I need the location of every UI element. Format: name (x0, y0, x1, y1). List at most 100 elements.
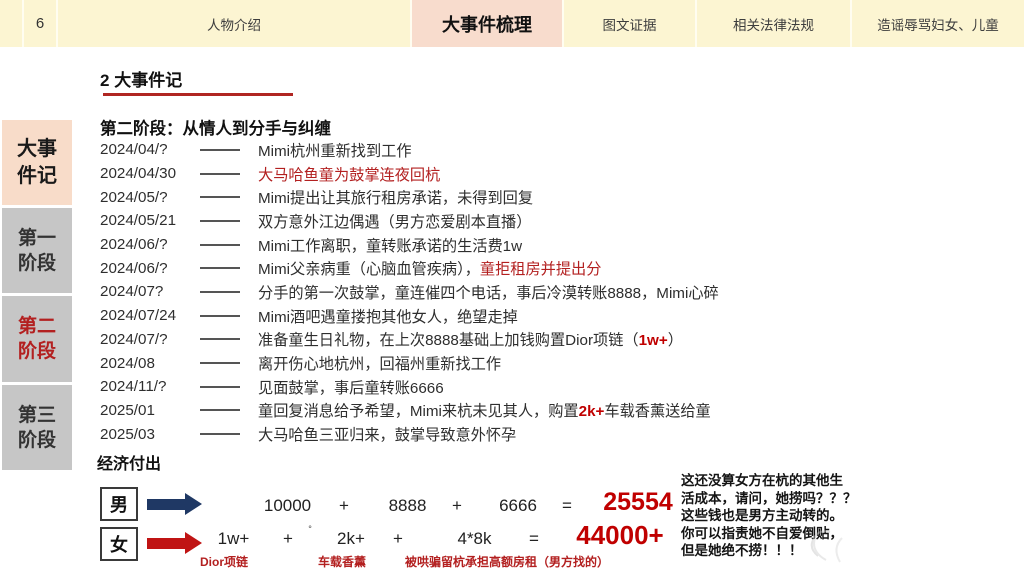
tab-5[interactable]: 造谣辱骂妇女、儿童 (850, 0, 1024, 47)
timeline-connector (200, 243, 240, 246)
note-line: 这些钱也是男方主动转的。 (681, 508, 843, 524)
top-tab-bar-tabs: 人物介绍 大事件梳理 图文证据 相关法律法规 造谣辱骂妇女、儿童 (58, 0, 1024, 47)
sidebar-item-line: 阶段 (17, 341, 56, 362)
female-term-3: 4*8k (457, 529, 492, 548)
timeline-event-segment: Mimi工作离职，童转账承诺的生活费1w (258, 237, 523, 255)
male-term-2: 8888 (388, 496, 427, 515)
timeline-row: 2024/06/? Mimi父亲病重（心脑血管疾病），童拒租房并提出分 (100, 256, 1020, 280)
timeline-connector (200, 385, 240, 388)
timeline-event-segment: 童回复消息给予希望，Mimi来杭未见其人，购置 (258, 403, 579, 421)
female-arrow-icon (147, 532, 203, 555)
note-line: 这还没算女方在杭的其他生 (681, 473, 843, 488)
timeline-row: 2024/08 离开伤心地杭州，回福州重新找工作 (100, 351, 1020, 375)
timeline-event-segment: 双方意外江边偶遇（男方恋爱剧本直播） (258, 213, 532, 231)
female-term-1: 1w+ (217, 529, 250, 548)
section-title: 2 大事件记 (100, 66, 182, 91)
timeline-event-text: 分手的第一次鼓掌，童连催四个电话，事后冷漠转账8888，Mimi心碎 (258, 281, 719, 303)
female-label-box: 女 (100, 527, 138, 561)
timeline-connector (200, 196, 240, 199)
note-line: 你可以指责她不自爱倒贴， (681, 525, 843, 541)
tab-3[interactable]: 图文证据 (562, 0, 695, 47)
male-arrow-icon (147, 493, 203, 516)
plus-sign: + (393, 529, 403, 548)
male-arrow-shaft (147, 499, 185, 510)
timeline-event-segment: ） (667, 332, 683, 350)
timeline-event-segment: 2k+ (578, 403, 605, 421)
tab-1[interactable]: 人物介绍 (207, 17, 261, 33)
sidebar-item-line: 第二 (17, 316, 56, 337)
commentary-note: 这还没算女方在杭的其他生 活成本，请问，她捞吗？？？ 这些钱也是男方主动转的。 … (681, 472, 857, 560)
timeline-date: 2024/06/? (100, 236, 168, 254)
timeline-date: 2024/07/24 (100, 307, 177, 325)
plus-sign: + (283, 529, 293, 548)
sidebar-item-1[interactable]: 大事 件记 (2, 120, 72, 205)
female-term-label-1: Dior项链 (200, 555, 249, 569)
timeline-event-segment: Mimi酒吧遇童搂抱其他女人，绝望走掉 (258, 308, 518, 326)
section-number: 2 (100, 71, 110, 90)
timeline-event-segment: Mimi杭州重新找到工作 (258, 142, 412, 160)
female-arrow-head (185, 532, 202, 554)
timeline: 2024/04/? Mimi杭州重新找到工作 2024/04/30 大马哈鱼童为鼓掌连… (100, 138, 1020, 446)
timeline-event-segment: 准备童生日礼物，在上次8888基础上加钱购置Dior项链（ (258, 332, 639, 350)
timeline-date: 2024/04/30 (100, 165, 177, 183)
timeline-event-text: Mimi酒吧遇童搂抱其他女人，绝望走掉 (258, 305, 518, 327)
sidebar-item-line: 第三 (17, 404, 56, 426)
timeline-connector (200, 290, 240, 293)
section-title-underline (103, 93, 293, 96)
timeline-date: 2024/04/? (100, 141, 168, 159)
page-number: 6 (22, 0, 58, 47)
degree-mark: ° (308, 524, 312, 534)
male-term-3: 6666 (499, 496, 537, 515)
timeline-event-segment: 大马哈鱼童为鼓掌连夜回杭 (258, 166, 441, 184)
timeline-row: 2025/01 童回复消息给予希望，Mimi来杭未见其人，购置2k+车载香薰送给童 (100, 399, 1020, 423)
timeline-connector (200, 148, 240, 151)
timeline-event-segment: 1w+ (638, 332, 668, 350)
timeline-event-segment: 童拒租房并提出分 (479, 261, 602, 279)
sidebar-item-2[interactable]: 第一 阶段 (2, 208, 72, 293)
female-term-label-3: 被哄骗留杭承担高额房租（男方找的） (405, 555, 610, 569)
sidebar-item-4[interactable]: 第三 阶段 (2, 385, 72, 470)
female-term-2: 2k+ (337, 529, 365, 548)
tab-4[interactable]: 相关法律法规 (695, 0, 850, 47)
timeline-event-text: 大马哈鱼三亚归来，鼓掌导致意外怀孕 (258, 423, 516, 445)
timeline-event-text: Mimi提出让其旅行租房承诺，未得到回复 (258, 186, 533, 208)
male-term-1: 10000 (263, 496, 312, 515)
timeline-row: 2024/06/? Mimi工作离职，童转账承诺的生活费1w (100, 233, 1020, 257)
timeline-event-text: 双方意外江边偶遇（男方恋爱剧本直播） (258, 210, 531, 232)
timeline-row: 2024/04/30 大马哈鱼童为鼓掌连夜回杭 (100, 162, 1020, 186)
timeline-event-segment: Mimi父亲病重（心脑血管疾病）， (258, 261, 480, 279)
timeline-event-segment: 见面鼓掌，事后童转账6666 (258, 379, 444, 397)
female-arrow-shaft (147, 538, 185, 549)
timeline-row: 2024/07? 分手的第一次鼓掌，童连催四个电话，事后冷漠转账8888，Mimi… (100, 280, 1020, 304)
timeline-date: 2024/11/? (100, 378, 167, 396)
timeline-event-text: 大马哈鱼童为鼓掌连夜回杭 (258, 163, 440, 185)
timeline-date: 2024/06/? (100, 259, 168, 277)
equals-sign: = (562, 496, 572, 515)
sidebar-item-3[interactable]: 第二 阶段 (2, 296, 72, 382)
timeline-event-segment: 离开伤心地杭州，回福州重新找工作 (258, 356, 501, 374)
tab-2[interactable]: 大事件梳理 (410, 0, 562, 47)
timeline-connector (200, 219, 240, 222)
timeline-event-segment: Mimi提出让其旅行租房承诺，未得到回复 (258, 190, 534, 208)
note-line: 但是她绝不捞！！！ (681, 543, 803, 559)
timeline-row: 2025/03 大马哈鱼三亚归来，鼓掌导致意外怀孕 (100, 422, 1020, 446)
timeline-row: 2024/05/? Mimi提出让其旅行租房承诺，未得到回复 (100, 185, 1020, 209)
timeline-event-text: 准备童生日礼物，在上次8888基础上加钱购置Dior项链（1w+） (258, 328, 683, 350)
sidebar-item-line: 阶段 (17, 429, 56, 451)
timeline-event-text: Mimi杭州重新找到工作 (258, 139, 412, 161)
economy-heading: 经济付出 (97, 456, 162, 473)
timeline-event-segment: 大马哈鱼三亚归来，鼓掌导致意外怀孕 (258, 427, 517, 445)
male-label-box: 男 (100, 487, 138, 521)
sidebar-item-line: 第一 (17, 227, 56, 249)
timeline-date: 2025/03 (100, 425, 155, 443)
timeline-row: 2024/07/24 Mimi酒吧遇童搂抱其他女人，绝望走掉 (100, 304, 1020, 328)
equals-sign: = (529, 529, 539, 548)
timeline-connector (200, 314, 240, 317)
note-line: 活成本，请问，她捞吗？？？ (681, 490, 857, 506)
section-title-text: 大事件记 (114, 71, 183, 90)
timeline-row: 2024/04/? Mimi杭州重新找到工作 (100, 138, 1020, 162)
timeline-date: 2024/07/? (100, 330, 168, 348)
timeline-date: 2024/08 (100, 354, 155, 372)
plus-sign: + (452, 496, 462, 515)
timeline-date: 2025/01 (100, 401, 155, 419)
